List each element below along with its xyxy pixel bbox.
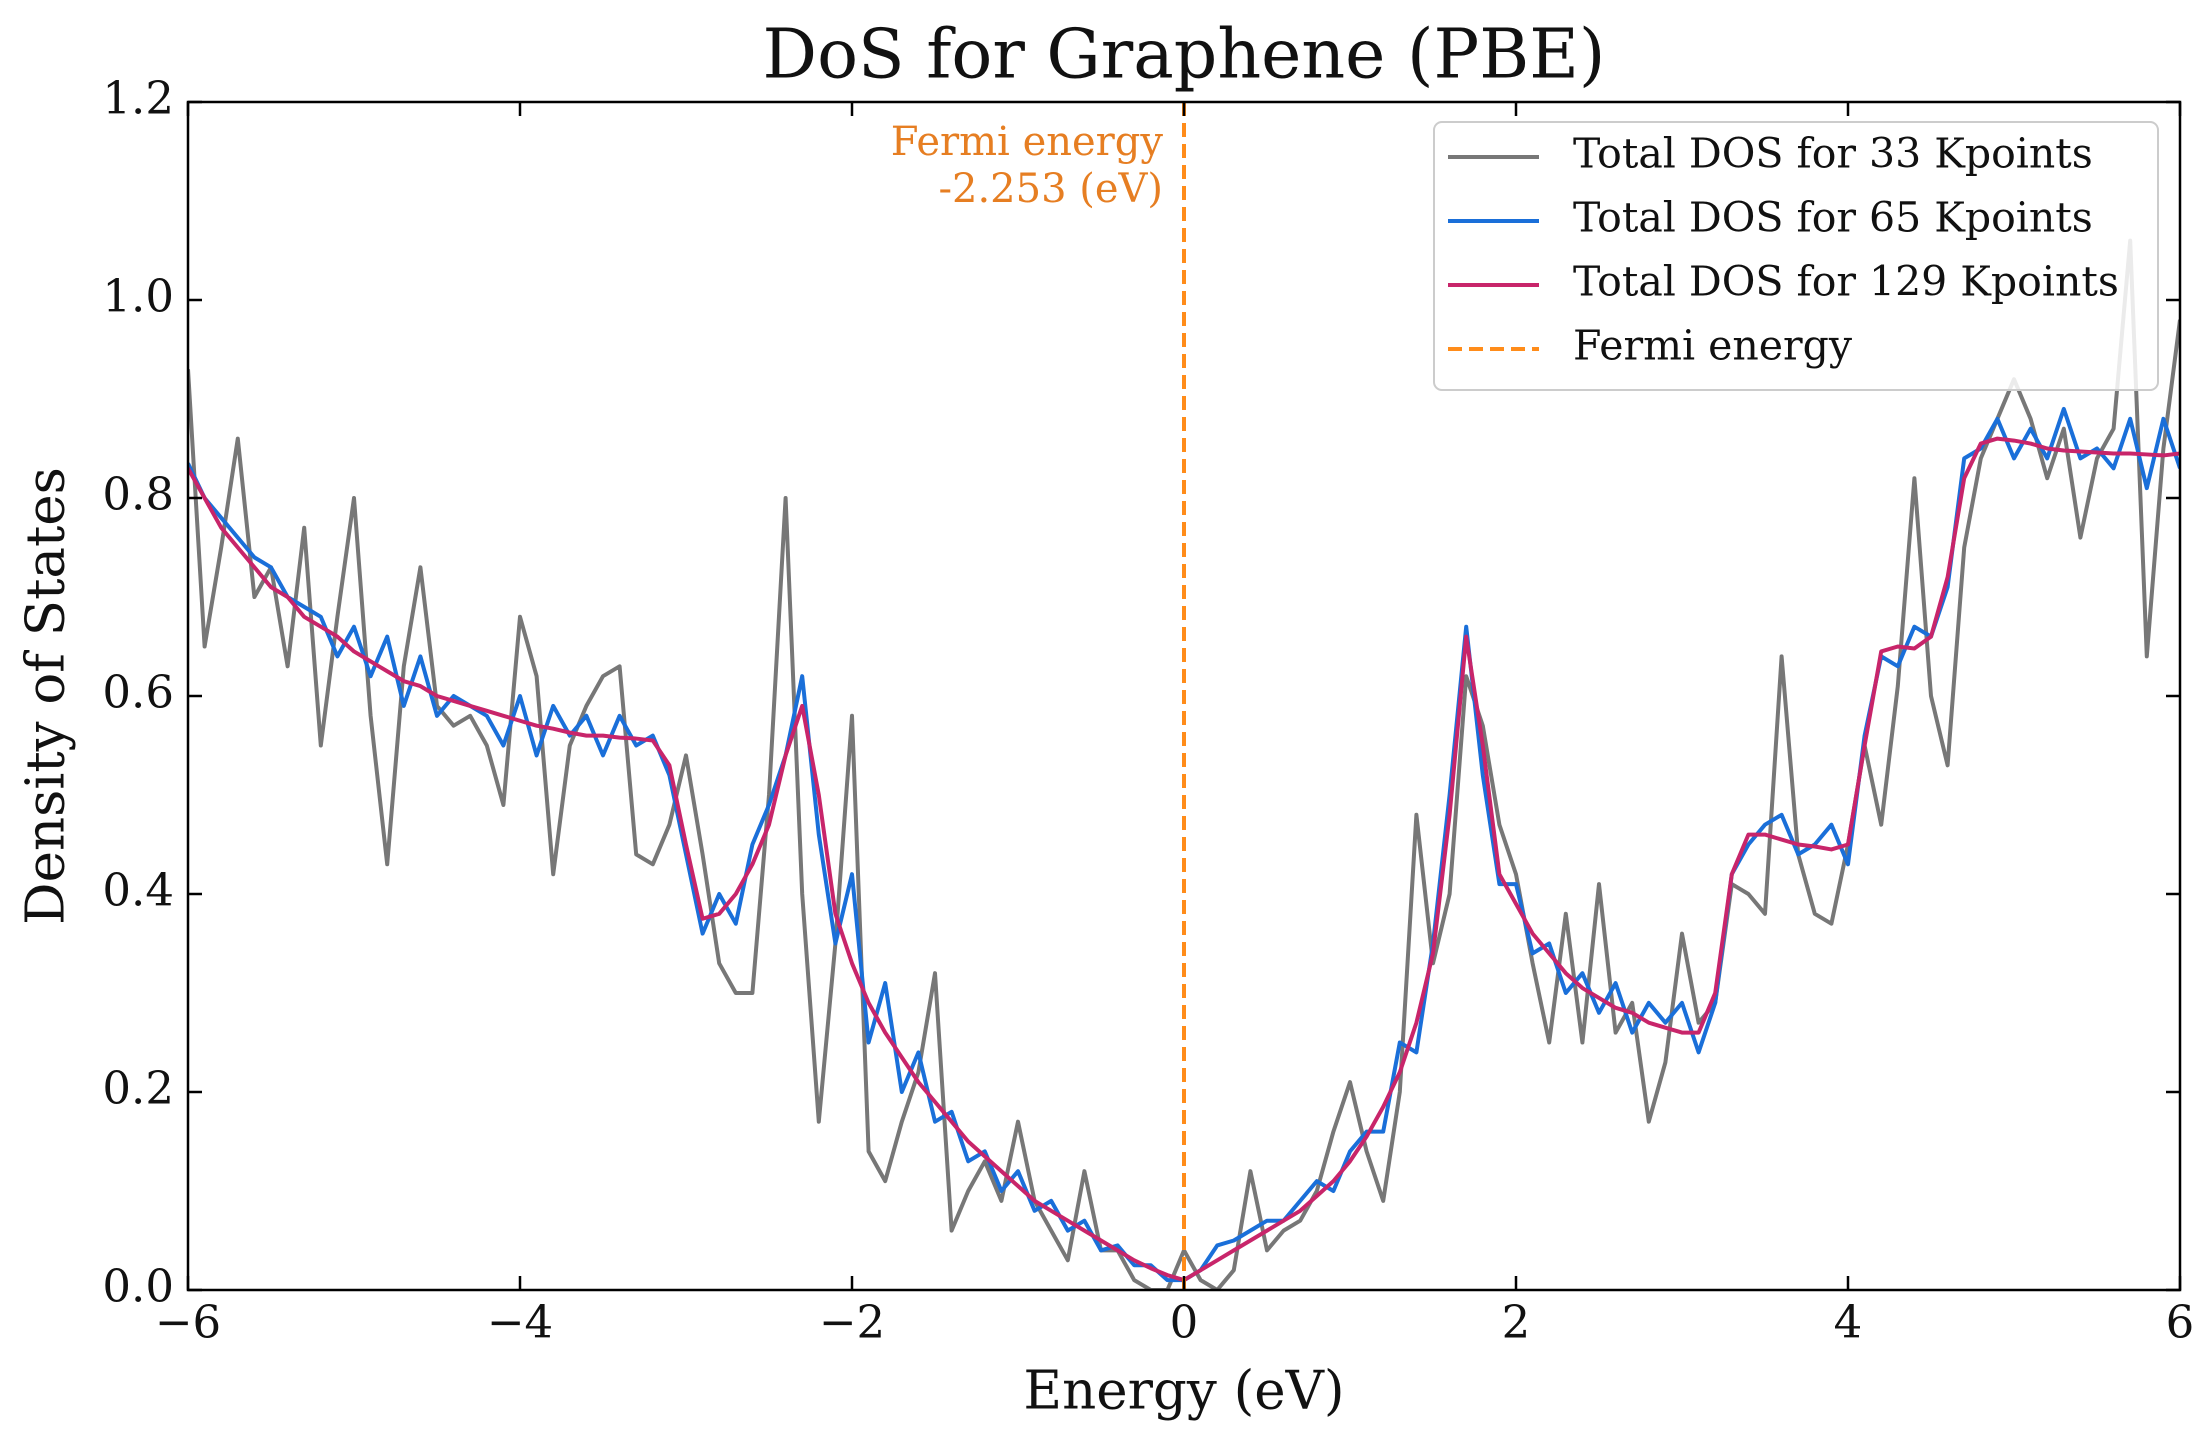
- x-axis-label: Energy (eV): [1023, 1361, 1344, 1422]
- x-tick-label: 6: [2166, 1296, 2195, 1349]
- x-tick-label: 2: [1502, 1296, 1531, 1349]
- y-tick-label: 0.0: [102, 1260, 174, 1313]
- x-tick-label: −6: [155, 1296, 221, 1349]
- legend: Total DOS for 33 Kpoints Total DOS for 65…: [1433, 121, 2159, 391]
- y-tick-label: 1.2: [102, 72, 174, 125]
- legend-box: [1433, 121, 2159, 391]
- x-tick-label: −4: [487, 1296, 553, 1349]
- y-tick-label: 0.2: [102, 1062, 174, 1115]
- legend-label: Total DOS for 65 Kpoints: [1573, 194, 2093, 242]
- annotation-text: -2.253 (eV): [938, 166, 1163, 212]
- x-tick-label: 4: [1834, 1296, 1863, 1349]
- y-tick-label: 0.8: [102, 468, 174, 521]
- x-tick-label: −2: [819, 1296, 885, 1349]
- y-axis-label: Density of States: [16, 467, 77, 925]
- annotation-text: Fermi energy: [891, 119, 1164, 165]
- legend-label: Fermi energy: [1573, 322, 1853, 370]
- x-tick-label: 0: [1170, 1296, 1199, 1349]
- y-tick-label: 0.6: [102, 666, 174, 719]
- legend-label: Total DOS for 129 Kpoints: [1573, 258, 2119, 306]
- y-tick-label: 0.4: [102, 864, 174, 917]
- chart-title: DoS for Graphene (PBE): [763, 16, 1606, 95]
- legend-label: Total DOS for 33 Kpoints: [1573, 130, 2093, 178]
- y-tick-label: 1.0: [102, 270, 174, 323]
